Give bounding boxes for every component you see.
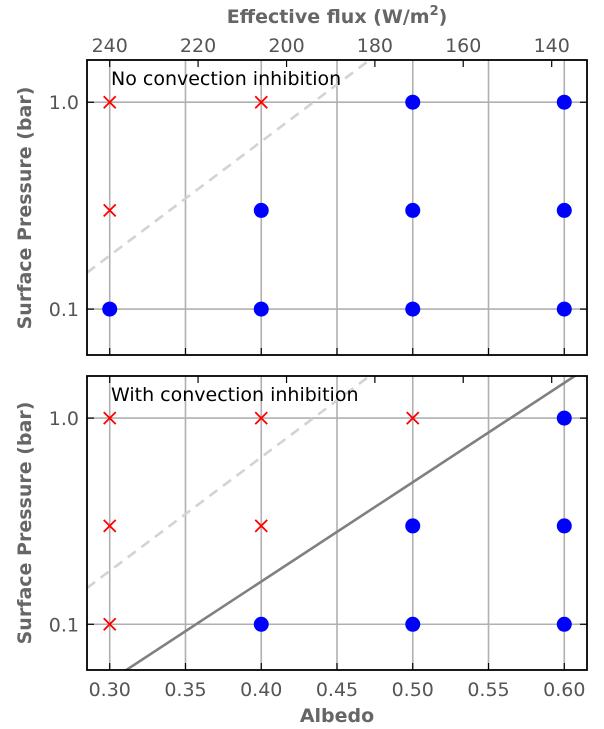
habitable-point [253, 301, 269, 317]
x-tick-label: 0.55 [467, 679, 509, 701]
habitable-point [556, 202, 572, 218]
y-tick-label: 1.0 [49, 92, 79, 114]
top-tick-label: 160 [445, 35, 481, 57]
habitable-point [405, 301, 421, 317]
habitable-point [556, 518, 572, 534]
habitable-point [556, 410, 572, 426]
x-tick-label: 0.45 [316, 679, 358, 701]
habitable-point [253, 616, 269, 632]
top-tick-label: 240 [92, 35, 128, 57]
top-tick-label: 180 [357, 35, 393, 57]
top-tick-label: 220 [180, 35, 216, 57]
y-tick-label: 1.0 [49, 408, 79, 430]
x-axis-title: Albedo [300, 705, 374, 727]
x-tick-label: 0.30 [89, 679, 131, 701]
reference-lines [87, 60, 372, 274]
panel-title: With convection inhibition [111, 384, 358, 406]
runaway-point [103, 617, 117, 631]
limit-line-dashed [87, 60, 372, 274]
runaway-point [103, 519, 117, 533]
reference-lines [87, 376, 578, 670]
top-axis-title: Effective flux (W/m2) [227, 4, 448, 28]
panel-title: No convection inhibition [111, 68, 341, 90]
x-tick-label: 0.40 [240, 679, 282, 701]
limit-line-solid [123, 376, 578, 670]
runaway-point [103, 95, 117, 109]
habitable-point [405, 518, 421, 534]
runaway-point [254, 519, 268, 533]
habitable-point [405, 94, 421, 110]
runaway-point [103, 411, 117, 425]
y-axis-title-top: Surface Pressure (bar) [14, 87, 36, 330]
panels: 0.1 1.0 240 220 200 180 160 140 No convection in… [49, 35, 588, 701]
y-tick-label: 0.1 [49, 299, 79, 321]
habitable-point [556, 301, 572, 317]
limit-line-dashed [87, 376, 372, 589]
habitable-point [102, 301, 118, 317]
top-tick-label: 140 [534, 35, 570, 57]
habitable-point [405, 616, 421, 632]
habitable-point [556, 616, 572, 632]
runaway-point [254, 411, 268, 425]
top-tick-label: 200 [268, 35, 304, 57]
habitable-point [253, 202, 269, 218]
y-tick-label: 0.1 [49, 614, 79, 636]
runaway-point [406, 411, 420, 425]
x-tick-label: 0.35 [164, 679, 206, 701]
x-tick-label: 0.60 [543, 679, 585, 701]
panel-2: 0.1 1.0 0.30 0.35 0.40 0.45 0.50 0.55 0.60 With c… [49, 375, 588, 701]
x-tick-label: 0.50 [392, 679, 434, 701]
habitable-point [405, 202, 421, 218]
runaway-point [254, 95, 268, 109]
panel-1: 0.1 1.0 240 220 200 180 160 140 No convection in… [49, 35, 588, 356]
y-axis-title-bottom: Surface Pressure (bar) [14, 402, 36, 645]
runaway-point [103, 203, 117, 218]
habitable-point [556, 94, 572, 110]
